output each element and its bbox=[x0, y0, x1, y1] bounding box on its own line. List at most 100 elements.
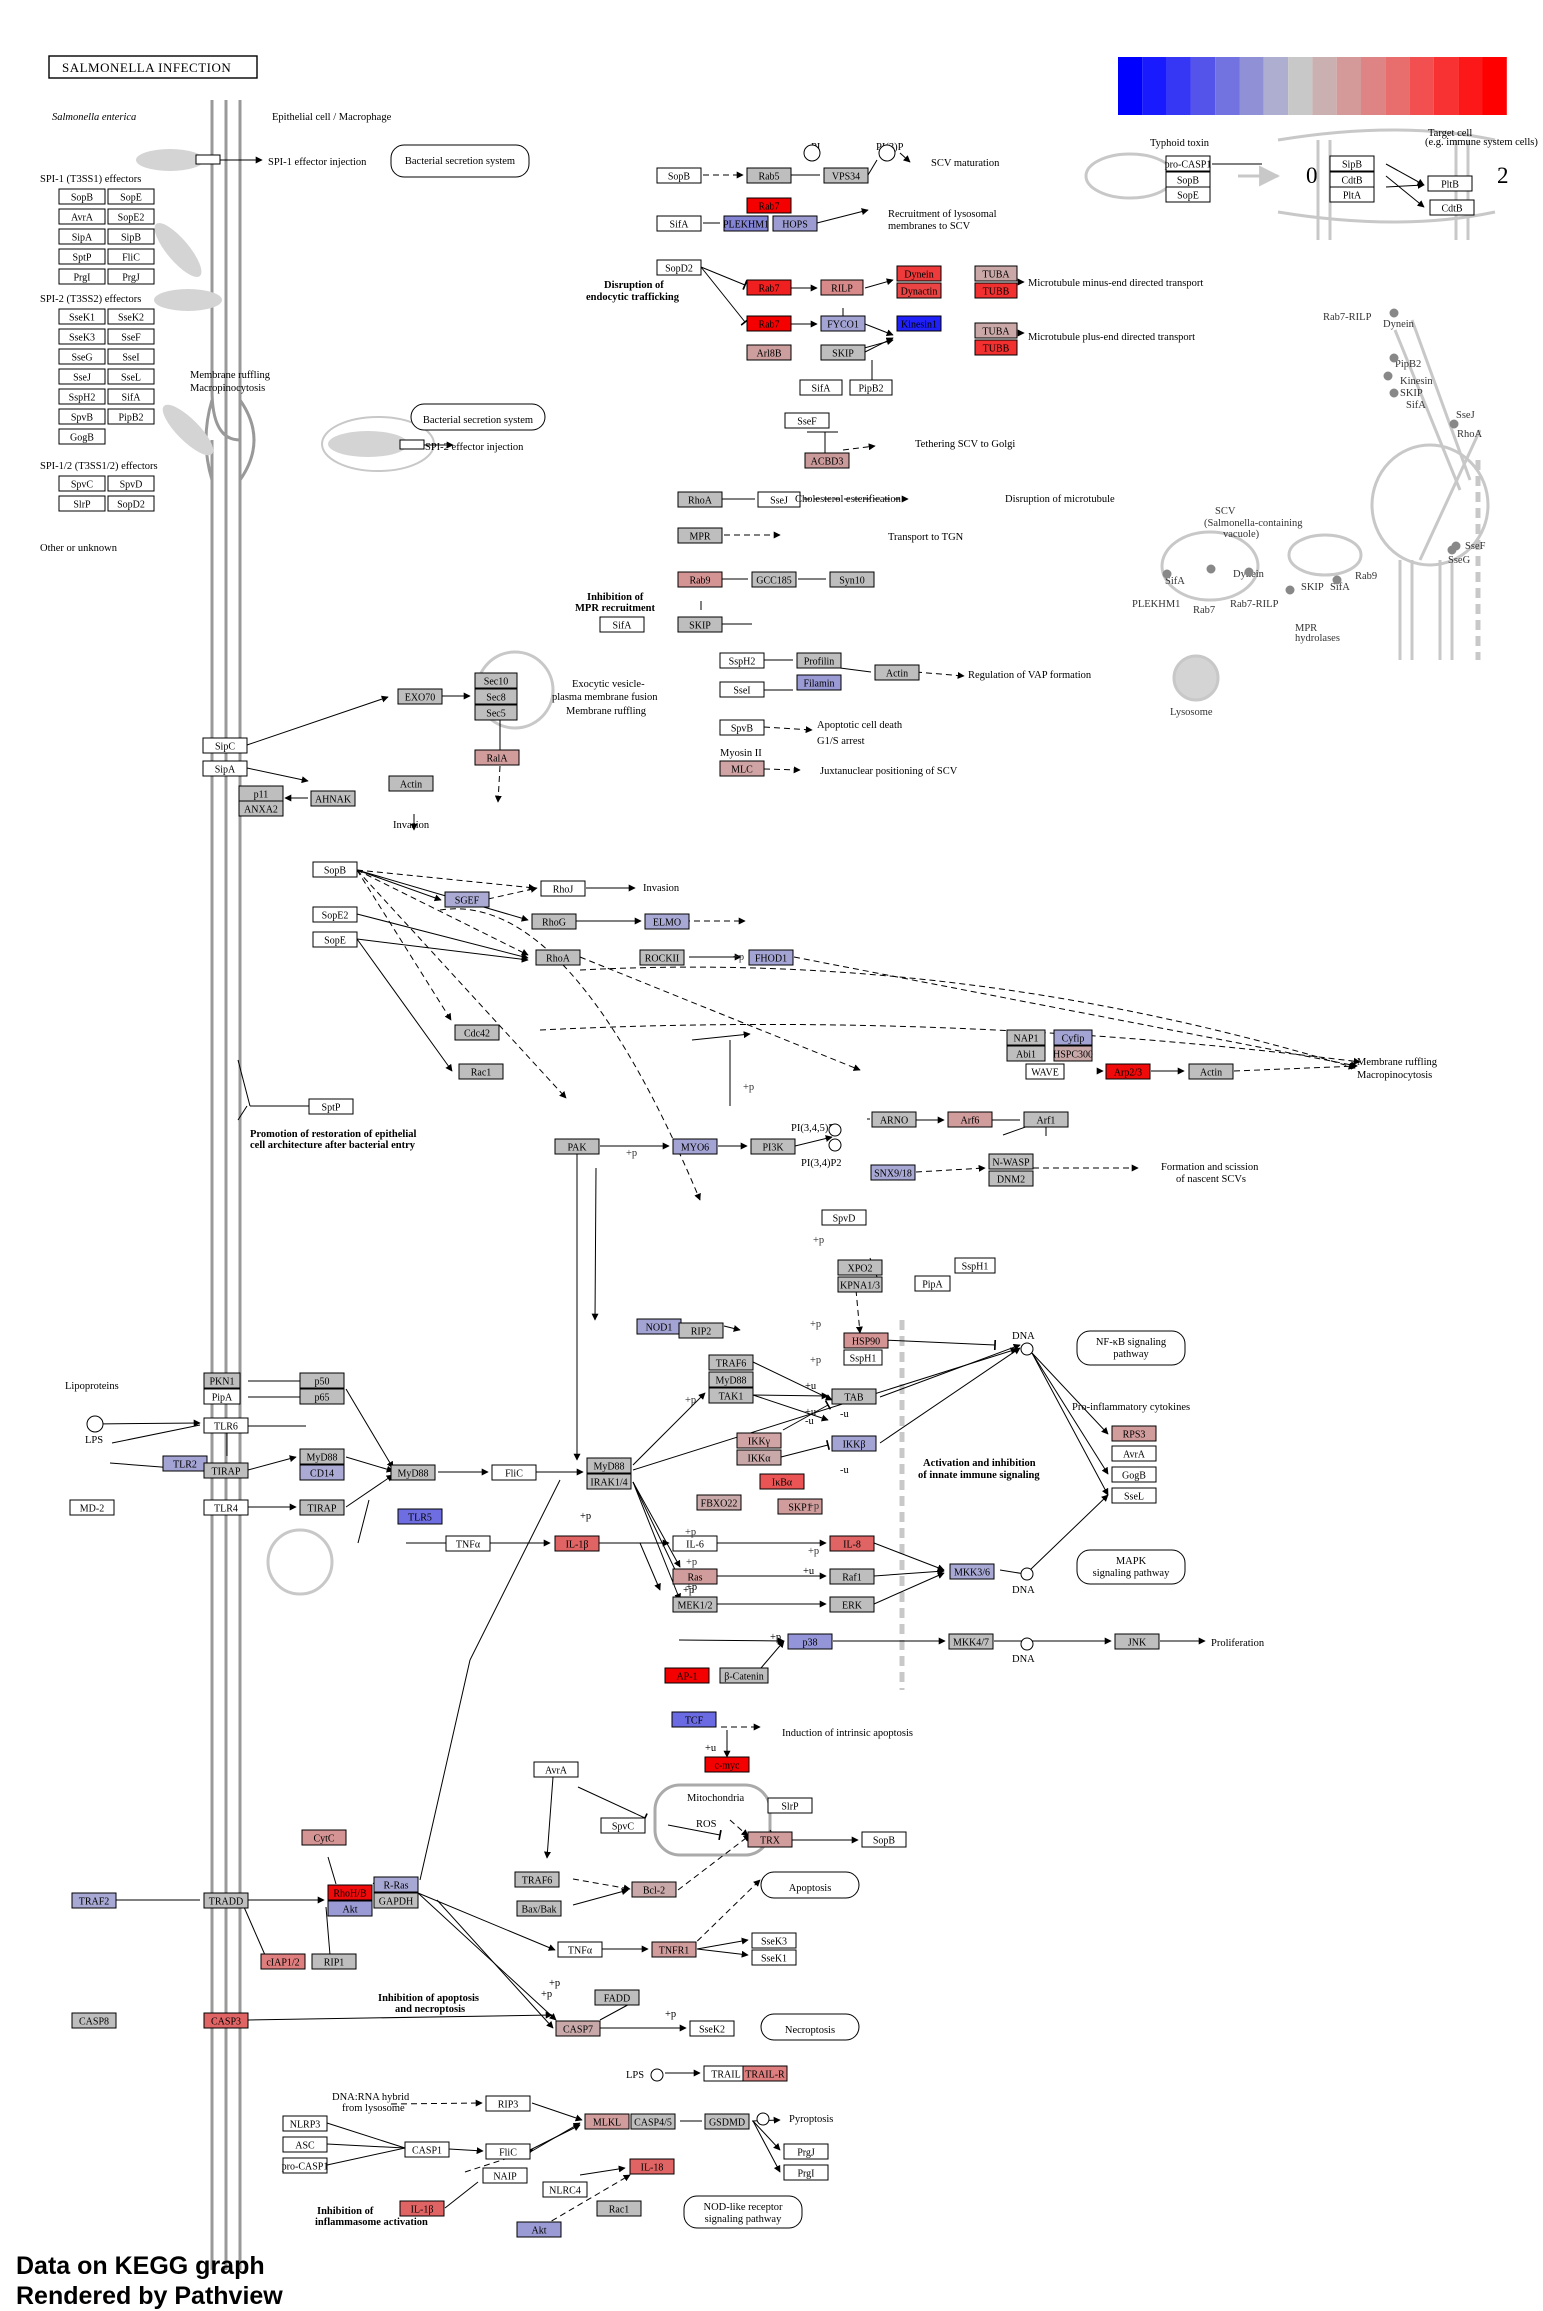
gene-node[interactable]: RhoJ bbox=[540, 880, 586, 897]
gene-node[interactable]: c-myc bbox=[704, 1756, 750, 1773]
gene-node[interactable]: FHOD1 bbox=[748, 949, 794, 966]
gene-node[interactable]: IKKα bbox=[736, 1449, 782, 1466]
gene-node[interactable]: Arl8B bbox=[746, 344, 792, 361]
gene-node[interactable]: SopD2 bbox=[656, 259, 702, 276]
gene-node[interactable]: FYCO1 bbox=[820, 315, 866, 332]
gene-node[interactable]: RhoH/B bbox=[327, 1884, 373, 1901]
gene-node[interactable]: CytC bbox=[301, 1829, 347, 1846]
pathway-link-box[interactable] bbox=[760, 1871, 860, 1899]
gene-node[interactable]: Rab7 bbox=[746, 279, 792, 296]
gene-node[interactable]: MKK4/7 bbox=[948, 1633, 994, 1650]
gene-node[interactable]: NLRC4 bbox=[542, 2181, 588, 2198]
gene-node[interactable]: Rac1 bbox=[596, 2200, 642, 2217]
gene-node[interactable]: MEK1/2 bbox=[672, 1596, 718, 1613]
gene-node[interactable]: TRAF2 bbox=[71, 1892, 117, 1909]
gene-node[interactable]: TRAIL bbox=[703, 2065, 749, 2082]
gene-node[interactable]: VPS34 bbox=[823, 167, 869, 184]
gene-node[interactable]: TNFR1 bbox=[651, 1941, 697, 1958]
gene-node[interactable]: SGEF bbox=[444, 891, 490, 908]
gene-node[interactable]: SopE2 bbox=[312, 906, 358, 923]
gene-node[interactable]: AP-1 bbox=[664, 1667, 710, 1684]
gene-node[interactable]: SipA bbox=[58, 228, 106, 245]
gene-node[interactable]: HOPS bbox=[772, 215, 818, 232]
gene-node[interactable]: SlrP bbox=[767, 1797, 813, 1814]
gene-node[interactable]: PltA bbox=[1329, 186, 1375, 203]
gene-node[interactable]: RILP bbox=[820, 279, 864, 296]
gene-node[interactable]: PI3K bbox=[750, 1138, 796, 1155]
gene-node[interactable]: TLR6 bbox=[203, 1417, 249, 1434]
gene-node[interactable]: MyD88 bbox=[299, 1448, 345, 1465]
gene-node[interactable]: SKIP bbox=[677, 616, 723, 633]
gene-node[interactable]: TAK1 bbox=[708, 1387, 754, 1404]
gene-node[interactable]: SseK1 bbox=[751, 1949, 797, 1966]
gene-node[interactable]: Arf6 bbox=[947, 1111, 993, 1128]
gene-node[interactable]: ELMO bbox=[644, 913, 690, 930]
pathway-link-box[interactable] bbox=[1076, 1330, 1186, 1366]
gene-node[interactable]: p65 bbox=[299, 1388, 345, 1405]
gene-node[interactable]: FliC bbox=[107, 248, 155, 265]
gene-node[interactable]: TRAIL-R bbox=[742, 2065, 788, 2082]
gene-node[interactable]: SopE bbox=[1165, 186, 1211, 203]
gene-node[interactable]: Sec5 bbox=[474, 704, 518, 721]
gene-node[interactable]: CASP3 bbox=[203, 2012, 249, 2029]
gene-node[interactable]: IRAK1/4 bbox=[586, 1473, 632, 1490]
gene-node[interactable]: SopD2 bbox=[107, 495, 155, 512]
gene-node[interactable]: AvrA bbox=[533, 1761, 579, 1778]
gene-node[interactable]: SopE2 bbox=[107, 208, 155, 225]
gene-node[interactable]: CASP1 bbox=[404, 2141, 450, 2158]
gene-node[interactable]: RIP1 bbox=[311, 1953, 357, 1970]
gene-node[interactable]: Rab9 bbox=[677, 571, 723, 588]
gene-node[interactable]: NOD1 bbox=[636, 1318, 682, 1335]
gene-node[interactable]: CASP7 bbox=[555, 2020, 601, 2037]
gene-node[interactable]: MyD88 bbox=[390, 1464, 436, 1481]
gene-node[interactable]: MPR bbox=[677, 527, 723, 544]
gene-node[interactable]: SipC bbox=[202, 737, 248, 754]
gene-node[interactable]: Sec10 bbox=[474, 672, 518, 689]
gene-node[interactable]: SseG bbox=[58, 348, 106, 365]
gene-node[interactable]: TUBA bbox=[974, 265, 1018, 282]
gene-node[interactable]: PLEKHM1 bbox=[723, 215, 769, 232]
gene-node[interactable]: ROCKII bbox=[639, 949, 685, 966]
gene-node[interactable]: ASC bbox=[282, 2136, 328, 2153]
gene-node[interactable]: Dynactin bbox=[896, 282, 942, 299]
gene-node[interactable]: SifA bbox=[107, 388, 155, 405]
gene-node[interactable]: AvrA bbox=[1111, 1445, 1157, 1462]
gene-node[interactable]: PipA bbox=[203, 1388, 241, 1405]
gene-node[interactable]: CASP4/5 bbox=[630, 2113, 676, 2130]
gene-node[interactable]: MD-2 bbox=[69, 1499, 115, 1516]
gene-node[interactable]: XPO2 bbox=[837, 1259, 883, 1276]
pathway-link-box[interactable] bbox=[410, 403, 546, 431]
gene-node[interactable]: TUBB bbox=[974, 282, 1018, 299]
gene-node[interactable]: cIAP1/2 bbox=[260, 1953, 306, 1970]
gene-node[interactable]: PrgI bbox=[58, 268, 106, 285]
gene-node[interactable]: FBXO22 bbox=[696, 1494, 742, 1511]
gene-node[interactable]: TLR2 bbox=[162, 1455, 208, 1472]
gene-node[interactable]: AvrA bbox=[58, 208, 106, 225]
gene-node[interactable]: PipB2 bbox=[107, 408, 155, 425]
gene-node[interactable]: Sec8 bbox=[474, 688, 518, 705]
gene-node[interactable]: IL-8 bbox=[829, 1535, 875, 1552]
gene-node[interactable]: TUBA bbox=[974, 322, 1018, 339]
gene-node[interactable]: MyD88 bbox=[586, 1457, 632, 1474]
pathway-link-label[interactable]: pathway bbox=[1113, 1349, 1149, 1360]
gene-node[interactable]: Rab5 bbox=[746, 167, 792, 184]
gene-node[interactable]: TRADD bbox=[203, 1892, 249, 1909]
gene-node[interactable]: CASP8 bbox=[71, 2012, 117, 2029]
gene-node[interactable]: Actin bbox=[388, 775, 434, 792]
gene-node[interactable]: TRAF6 bbox=[708, 1354, 754, 1371]
gene-node[interactable]: PAK bbox=[554, 1138, 600, 1155]
gene-node[interactable]: ACBD3 bbox=[804, 452, 850, 469]
gene-node[interactable]: SKIP bbox=[820, 344, 866, 361]
gene-node[interactable]: TAB bbox=[831, 1388, 877, 1405]
gene-node[interactable]: TLR5 bbox=[397, 1508, 443, 1525]
gene-node[interactable]: TCF bbox=[671, 1711, 717, 1728]
pathway-link-label[interactable]: Bacterial secretion system bbox=[405, 156, 515, 167]
gene-node[interactable]: PipB2 bbox=[849, 379, 893, 396]
gene-node[interactable]: SopB bbox=[58, 188, 106, 205]
gene-node[interactable]: RIP2 bbox=[678, 1322, 724, 1339]
gene-node[interactable]: Rab7 bbox=[746, 315, 792, 332]
pathway-link-label[interactable]: NF-κB signaling bbox=[1096, 1337, 1167, 1348]
gene-node[interactable]: FliC bbox=[485, 2143, 531, 2160]
gene-node[interactable]: Rac1 bbox=[458, 1063, 504, 1080]
gene-node[interactable]: MLKL bbox=[584, 2113, 630, 2130]
